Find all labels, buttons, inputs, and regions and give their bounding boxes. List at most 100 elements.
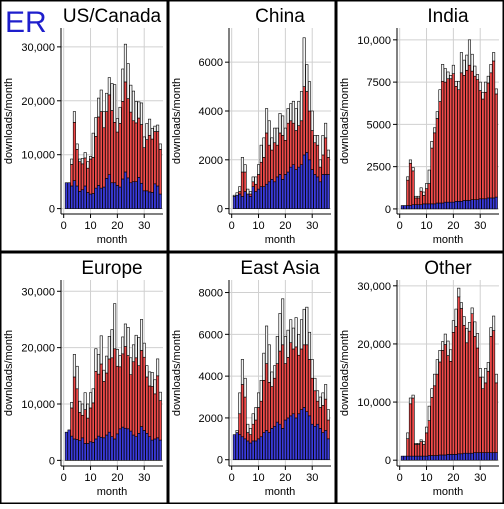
bar-top — [446, 340, 450, 356]
bar-middle — [305, 91, 309, 153]
bar-base — [473, 452, 477, 461]
bar-base — [406, 205, 410, 210]
bar-middle — [126, 98, 130, 179]
bar-top — [251, 413, 255, 425]
bar-top — [321, 135, 325, 156]
bar-base — [457, 453, 461, 461]
bar-base — [129, 430, 133, 461]
y-tick-label: 6000 — [199, 329, 223, 341]
bar-top — [275, 336, 279, 364]
bar-base — [140, 426, 144, 461]
bar-middle — [416, 197, 420, 206]
bar-base — [324, 430, 328, 461]
bar-top — [246, 188, 250, 195]
bar-base — [289, 415, 293, 461]
bar-middle — [80, 414, 84, 439]
bar-base — [248, 442, 252, 461]
bar-middle — [467, 330, 471, 454]
bar-top — [150, 372, 154, 387]
bar-middle — [433, 132, 437, 205]
bar-top — [254, 407, 258, 421]
x-tick-label: 0 — [397, 472, 403, 484]
bar-middle — [129, 111, 133, 184]
bar-base — [478, 198, 482, 210]
bar-base — [459, 453, 463, 461]
bar-middle — [153, 131, 157, 185]
bar-top — [121, 68, 125, 102]
bar-middle — [142, 356, 146, 431]
bar-middle — [476, 347, 480, 453]
bar-top — [411, 167, 415, 172]
bar-middle — [286, 357, 290, 419]
bar-top — [484, 368, 488, 384]
panel-6: 0 10,000 20,000 30,000 0 10 20 30 month downloads… — [336, 252, 504, 504]
bar-middle — [131, 120, 135, 182]
y-tick-label: 20,000 — [21, 343, 55, 355]
bar-base — [97, 185, 101, 209]
bar-base — [305, 411, 309, 461]
bar-middle — [270, 386, 274, 429]
bar-base — [94, 187, 98, 209]
bar-middle — [297, 354, 301, 415]
bar-base — [115, 185, 119, 209]
bar-base — [494, 452, 498, 461]
y-tick-label: 0 — [49, 455, 55, 467]
bar-middle — [275, 363, 279, 423]
bar-top — [259, 380, 263, 402]
bar-middle — [299, 120, 303, 165]
bar-middle — [251, 423, 255, 442]
x-axis-title: month — [97, 234, 128, 246]
bar-middle — [283, 363, 287, 421]
bar-middle — [310, 130, 314, 170]
bar-base — [414, 455, 418, 461]
bar-base — [232, 196, 236, 209]
bar-top — [454, 80, 458, 87]
bar-top — [273, 127, 277, 144]
bar-middle — [481, 388, 485, 453]
bar-middle — [313, 142, 317, 175]
bar-top — [470, 307, 474, 315]
bar-top — [134, 101, 138, 124]
bar-top — [251, 176, 255, 183]
bar-top — [113, 303, 117, 350]
bar-middle — [129, 374, 133, 432]
bar-top — [115, 349, 119, 367]
bar-middle — [281, 344, 285, 429]
bar-middle — [414, 444, 418, 457]
bar-base — [97, 435, 101, 461]
bar-base — [232, 434, 236, 461]
bar-base — [110, 182, 114, 209]
bar-top — [283, 336, 287, 364]
bar-top — [99, 89, 103, 112]
bar-top — [99, 335, 103, 365]
bar-top — [83, 392, 87, 410]
bar-base — [411, 204, 415, 210]
bar-base — [430, 203, 434, 210]
bar-top — [441, 64, 445, 82]
bar-top — [462, 59, 466, 76]
bar-top — [481, 376, 485, 389]
x-axis-title: month — [433, 486, 464, 498]
bar-base — [75, 439, 79, 461]
bar-base — [400, 455, 404, 461]
y-tick-label: 30,000 — [21, 42, 55, 54]
bar-base — [145, 433, 149, 461]
bar-top — [308, 331, 312, 360]
bar-middle — [489, 72, 493, 199]
x-axis-title: month — [433, 234, 464, 246]
bar-base — [449, 201, 453, 210]
bar-base — [278, 174, 282, 209]
bar-base — [419, 204, 423, 210]
bar-middle — [248, 434, 252, 444]
bar-top — [446, 71, 450, 80]
bar-top — [324, 122, 328, 139]
bar-middle — [142, 147, 146, 192]
bar-base — [308, 159, 312, 209]
bar-middle — [484, 91, 488, 200]
bar-middle — [257, 174, 261, 190]
bar-base — [467, 452, 471, 461]
bar-top — [427, 405, 431, 421]
y-axis-title: downloads/month — [339, 330, 351, 416]
bar-base — [238, 434, 242, 461]
bar-base — [118, 428, 122, 461]
